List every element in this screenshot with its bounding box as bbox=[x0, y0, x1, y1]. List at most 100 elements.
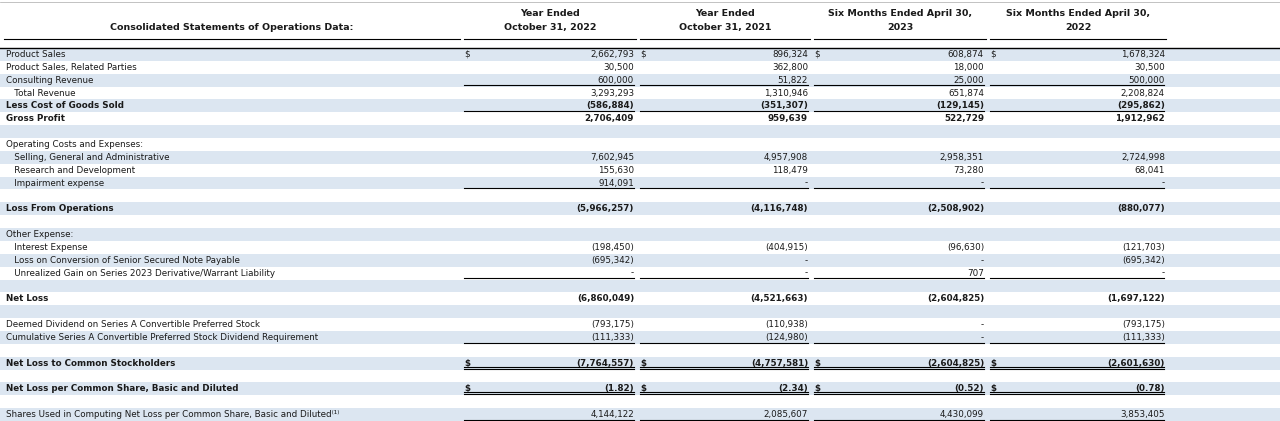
Text: Net Loss to Common Stockholders: Net Loss to Common Stockholders bbox=[6, 359, 175, 368]
Text: $: $ bbox=[640, 50, 645, 59]
Bar bbox=[0, 99, 1280, 112]
Text: -: - bbox=[980, 320, 984, 329]
Text: $: $ bbox=[989, 384, 996, 393]
Text: $: $ bbox=[465, 359, 470, 368]
Text: Loss on Conversion of Senior Secured Note Payable: Loss on Conversion of Senior Secured Not… bbox=[6, 256, 239, 265]
Bar bbox=[0, 0, 1280, 48]
Text: (695,342): (695,342) bbox=[591, 256, 634, 265]
Text: (695,342): (695,342) bbox=[1123, 256, 1165, 265]
Text: October 31, 2021: October 31, 2021 bbox=[678, 23, 772, 32]
Text: -: - bbox=[805, 269, 808, 277]
Text: (2,601,630): (2,601,630) bbox=[1107, 359, 1165, 368]
Bar bbox=[0, 74, 1280, 87]
Text: -: - bbox=[980, 256, 984, 265]
Text: $: $ bbox=[814, 50, 819, 59]
Text: 959,639: 959,639 bbox=[768, 114, 808, 123]
Text: 30,500: 30,500 bbox=[603, 63, 634, 72]
Text: 18,000: 18,000 bbox=[954, 63, 984, 72]
Text: 30,500: 30,500 bbox=[1134, 63, 1165, 72]
Text: Unrealized Gain on Series 2023 Derivative/Warrant Liability: Unrealized Gain on Series 2023 Derivativ… bbox=[6, 269, 275, 277]
Text: -: - bbox=[980, 333, 984, 342]
Text: (2,604,825): (2,604,825) bbox=[927, 359, 984, 368]
Text: (0.52): (0.52) bbox=[955, 384, 984, 393]
Bar bbox=[0, 305, 1280, 318]
Text: $: $ bbox=[989, 359, 996, 368]
Text: (1.82): (1.82) bbox=[604, 384, 634, 393]
Text: 1,678,324: 1,678,324 bbox=[1121, 50, 1165, 59]
Bar bbox=[0, 138, 1280, 151]
Text: (121,703): (121,703) bbox=[1123, 243, 1165, 252]
Text: -: - bbox=[805, 179, 808, 187]
Text: Operating Costs and Expenses:: Operating Costs and Expenses: bbox=[6, 140, 143, 149]
Text: (111,333): (111,333) bbox=[591, 333, 634, 342]
Text: Six Months Ended April 30,: Six Months Ended April 30, bbox=[1006, 9, 1149, 18]
Text: Total Revenue: Total Revenue bbox=[6, 88, 76, 98]
Bar bbox=[0, 87, 1280, 99]
Text: $: $ bbox=[640, 384, 646, 393]
Text: (111,333): (111,333) bbox=[1123, 333, 1165, 342]
Text: (793,175): (793,175) bbox=[1123, 320, 1165, 329]
Text: Less Cost of Goods Sold: Less Cost of Goods Sold bbox=[6, 101, 124, 110]
Text: 25,000: 25,000 bbox=[954, 76, 984, 85]
Text: $: $ bbox=[465, 384, 470, 393]
Text: Net Loss: Net Loss bbox=[6, 294, 49, 303]
Text: 2,706,409: 2,706,409 bbox=[585, 114, 634, 123]
Text: 362,800: 362,800 bbox=[772, 63, 808, 72]
Bar bbox=[0, 266, 1280, 280]
Text: (110,938): (110,938) bbox=[765, 320, 808, 329]
Text: (351,307): (351,307) bbox=[760, 101, 808, 110]
Text: 608,874: 608,874 bbox=[948, 50, 984, 59]
Text: Deemed Dividend on Series A Convertible Preferred Stock: Deemed Dividend on Series A Convertible … bbox=[6, 320, 260, 329]
Text: (0.78): (0.78) bbox=[1135, 384, 1165, 393]
Bar bbox=[0, 151, 1280, 164]
Bar bbox=[0, 331, 1280, 344]
Text: 500,000: 500,000 bbox=[1129, 76, 1165, 85]
Text: (586,884): (586,884) bbox=[586, 101, 634, 110]
Bar bbox=[0, 292, 1280, 305]
Text: Gross Profit: Gross Profit bbox=[6, 114, 65, 123]
Text: Consulting Revenue: Consulting Revenue bbox=[6, 76, 93, 85]
Text: (880,077): (880,077) bbox=[1117, 204, 1165, 213]
Text: 3,853,405: 3,853,405 bbox=[1120, 410, 1165, 419]
Bar bbox=[0, 228, 1280, 241]
Bar bbox=[0, 164, 1280, 177]
Text: Cumulative Series A Convertible Preferred Stock Dividend Requirement: Cumulative Series A Convertible Preferre… bbox=[6, 333, 319, 342]
Text: 73,280: 73,280 bbox=[954, 166, 984, 175]
Text: 600,000: 600,000 bbox=[598, 76, 634, 85]
Text: $: $ bbox=[814, 384, 820, 393]
Text: (793,175): (793,175) bbox=[591, 320, 634, 329]
Text: 896,324: 896,324 bbox=[772, 50, 808, 59]
Text: (6,860,049): (6,860,049) bbox=[577, 294, 634, 303]
Text: Product Sales, Related Parties: Product Sales, Related Parties bbox=[6, 63, 137, 72]
Text: (4,116,748): (4,116,748) bbox=[750, 204, 808, 213]
Bar bbox=[0, 48, 1280, 61]
Text: 4,430,099: 4,430,099 bbox=[940, 410, 984, 419]
Text: 1,310,946: 1,310,946 bbox=[764, 88, 808, 98]
Text: Product Sales: Product Sales bbox=[6, 50, 65, 59]
Text: (198,450): (198,450) bbox=[591, 243, 634, 252]
Text: -: - bbox=[1162, 179, 1165, 187]
Text: 7,602,945: 7,602,945 bbox=[590, 153, 634, 162]
Bar bbox=[0, 125, 1280, 138]
Bar bbox=[0, 318, 1280, 331]
Text: (124,980): (124,980) bbox=[765, 333, 808, 342]
Bar bbox=[0, 344, 1280, 357]
Text: 3,293,293: 3,293,293 bbox=[590, 88, 634, 98]
Text: 118,479: 118,479 bbox=[772, 166, 808, 175]
Text: (96,630): (96,630) bbox=[947, 243, 984, 252]
Text: -: - bbox=[1162, 269, 1165, 277]
Text: $: $ bbox=[989, 50, 996, 59]
Text: Shares Used in Computing Net Loss per Common Share, Basic and Diluted⁽¹⁾: Shares Used in Computing Net Loss per Co… bbox=[6, 410, 339, 419]
Text: $: $ bbox=[640, 359, 646, 368]
Bar bbox=[0, 280, 1280, 292]
Text: 2,085,607: 2,085,607 bbox=[764, 410, 808, 419]
Text: -: - bbox=[631, 269, 634, 277]
Text: Research and Development: Research and Development bbox=[6, 166, 136, 175]
Text: $: $ bbox=[814, 359, 820, 368]
Text: 1,912,962: 1,912,962 bbox=[1115, 114, 1165, 123]
Bar bbox=[0, 241, 1280, 254]
Text: (7,764,557): (7,764,557) bbox=[576, 359, 634, 368]
Text: (2,604,825): (2,604,825) bbox=[927, 294, 984, 303]
Text: 707: 707 bbox=[968, 269, 984, 277]
Text: (2,508,902): (2,508,902) bbox=[927, 204, 984, 213]
